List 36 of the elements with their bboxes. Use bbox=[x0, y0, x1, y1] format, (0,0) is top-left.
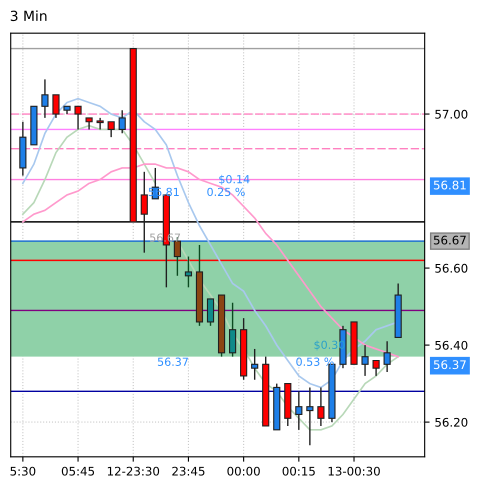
candlestick bbox=[140, 171, 148, 254]
candlestick bbox=[206, 298, 214, 327]
candlestick bbox=[52, 94, 60, 119]
candlestick bbox=[295, 390, 302, 431]
candlestick bbox=[108, 121, 115, 138]
candlestick bbox=[118, 110, 126, 134]
x-tick-label: 05:45 bbox=[62, 466, 94, 476]
candlestick bbox=[229, 302, 236, 358]
ref-line-label: 56.67 bbox=[434, 236, 466, 245]
x-tick-label: 5:30 bbox=[10, 466, 36, 476]
y-tick-label: 56.60 bbox=[435, 264, 468, 273]
y-tick-label: 57.00 bbox=[435, 110, 468, 119]
candlestick bbox=[306, 386, 314, 446]
candlestick bbox=[317, 386, 324, 427]
x-tick-label: 12-23:30 bbox=[108, 466, 160, 476]
candlestick bbox=[251, 348, 258, 380]
candlestick bbox=[372, 360, 380, 377]
x-tick-label: 00:00 bbox=[227, 466, 260, 476]
chart-title: 3 Min bbox=[10, 10, 46, 22]
candlestick bbox=[361, 344, 369, 377]
candlestick bbox=[96, 117, 104, 130]
y-tick-label: 56.20 bbox=[435, 418, 468, 427]
annotation: 0.53 % bbox=[296, 358, 334, 366]
candlestick bbox=[384, 340, 391, 373]
x-tick-label: 23:45 bbox=[172, 466, 204, 476]
x-tick-label: 13-00:30 bbox=[328, 466, 380, 476]
annotation: 56.37 bbox=[158, 358, 188, 366]
candlestick bbox=[86, 117, 93, 130]
x-tick-label: 00:15 bbox=[282, 466, 315, 476]
text: 56.81 bbox=[434, 180, 466, 190]
candlestick bbox=[41, 78, 49, 119]
candlestick bbox=[74, 106, 82, 130]
text: 56.37 bbox=[434, 360, 466, 370]
y-tick-label: 56.40 bbox=[435, 340, 468, 350]
annotation: 0.25 % bbox=[207, 188, 245, 196]
candlestick bbox=[184, 256, 192, 288]
